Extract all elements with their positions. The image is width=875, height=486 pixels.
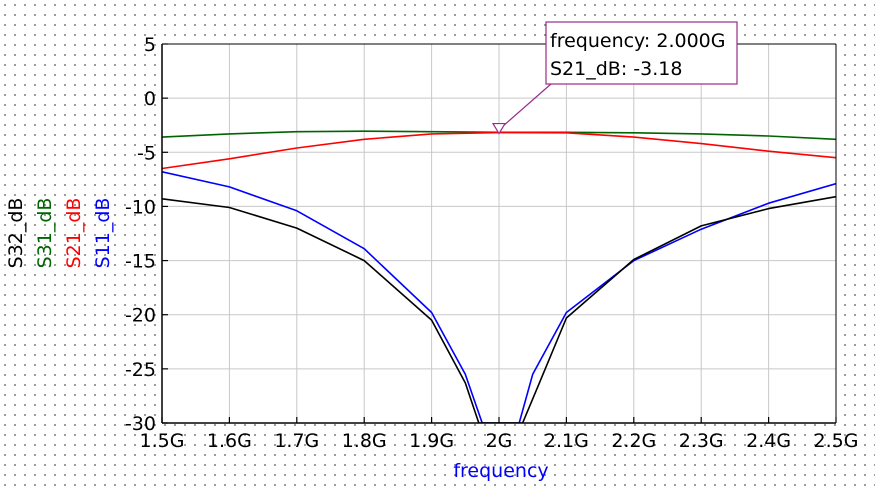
y-axis-label-s21-db: S21_dB — [63, 198, 85, 269]
y-tick-label: -20 — [125, 305, 156, 327]
x-axis-label: frequency — [453, 460, 548, 482]
y-tick-label: -30 — [125, 413, 156, 435]
y-axis-label-s31-db: S31_dB — [34, 198, 56, 269]
x-tick-label: 2.4G — [746, 430, 791, 452]
y-tick-label: 5 — [144, 34, 156, 56]
x-tick-label: 1.7G — [274, 430, 319, 452]
marker-text-line: S21_dB: -3.18 — [550, 58, 682, 80]
y-axis-label-s11-db: S11_dB — [92, 198, 114, 269]
y-tick-label: 0 — [144, 88, 156, 110]
series-line-s11-db — [162, 171, 836, 423]
x-tick-label: 1.6G — [207, 430, 252, 452]
x-tick-label: 1.9G — [409, 430, 454, 452]
x-tick-label: 2.3G — [679, 430, 724, 452]
y-tick-label: -25 — [125, 359, 156, 381]
y-tick-label: -10 — [125, 196, 156, 218]
x-tick-label: 2G — [486, 430, 513, 452]
marker-triangle-icon — [491, 122, 507, 135]
marker-text-line: frequency: 2.000G — [550, 30, 725, 52]
x-tick-label: 1.5G — [140, 430, 185, 452]
x-tick-label: 2.5G — [814, 430, 859, 452]
y-axis-label-s32-db: S32_dB — [5, 198, 27, 269]
y-tick-label: -5 — [137, 142, 156, 164]
marker-leader-line — [498, 83, 552, 131]
x-tick-label: 1.8G — [342, 430, 387, 452]
series-line-s32-db — [162, 195, 836, 423]
x-tick-label: 2.1G — [544, 430, 589, 452]
marker-box — [545, 21, 738, 85]
x-tick-label: 2.2G — [611, 430, 656, 452]
y-tick-label: -15 — [125, 251, 156, 273]
